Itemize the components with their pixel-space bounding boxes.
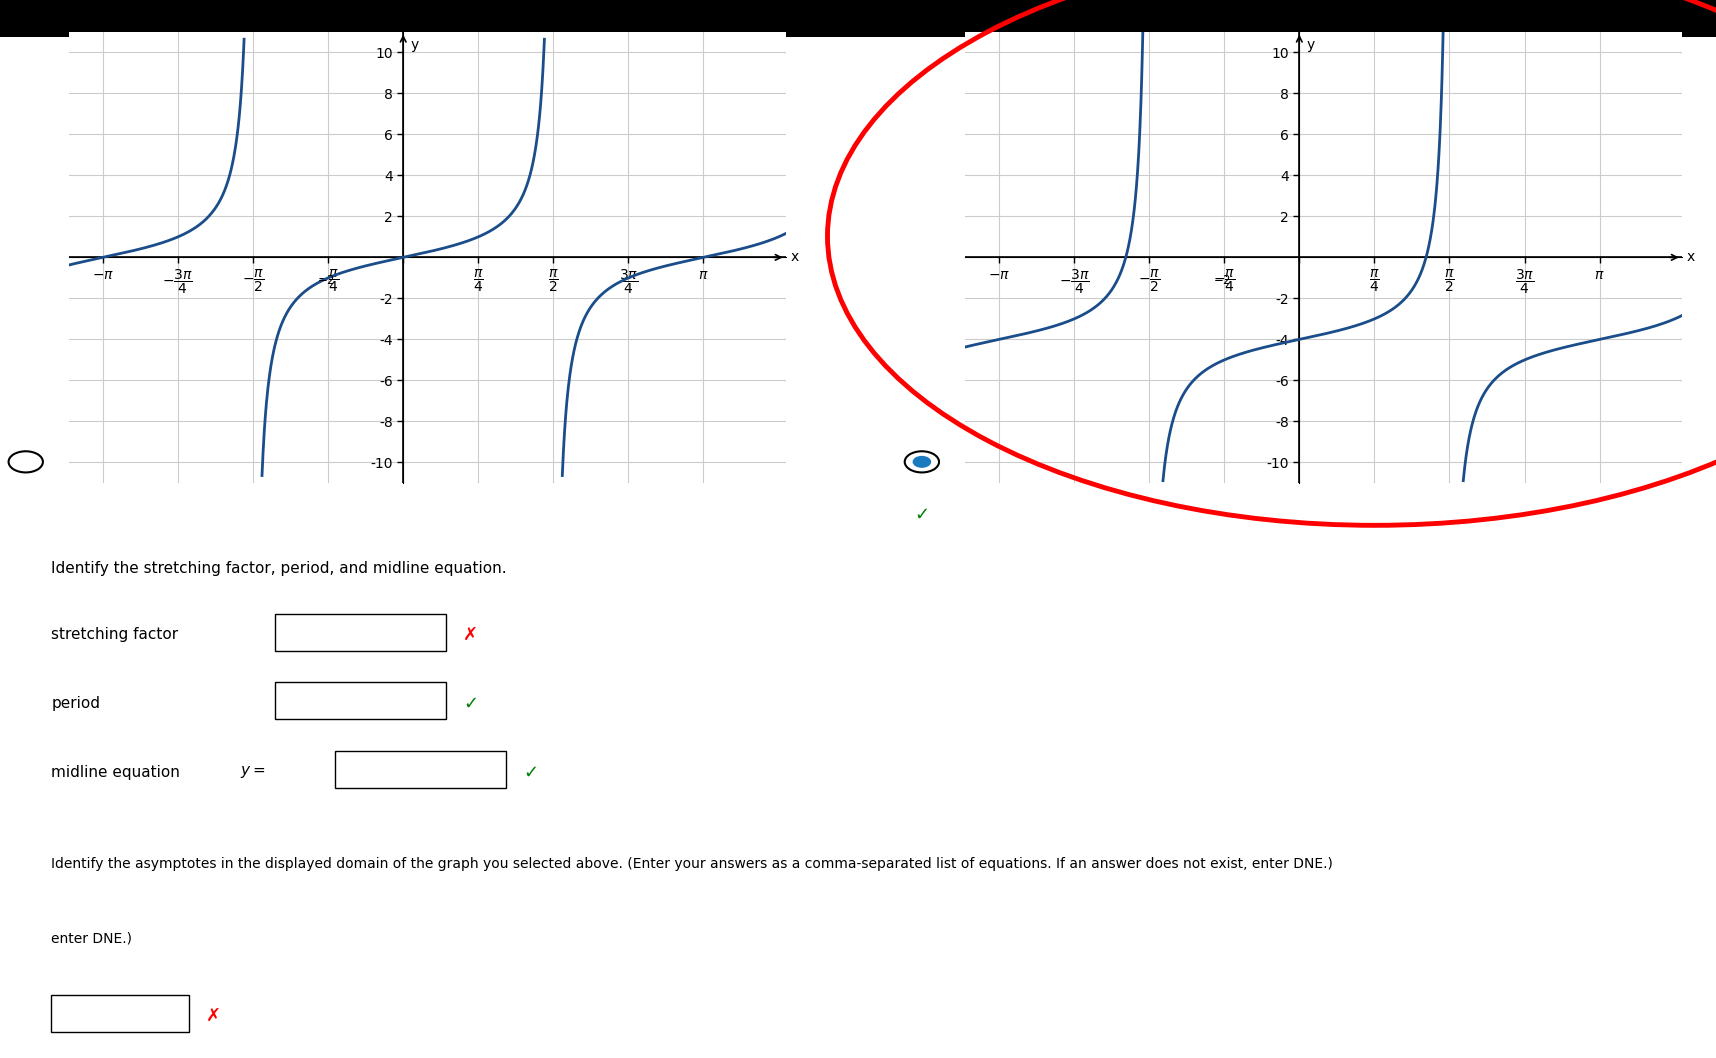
Text: $\pi$: $\pi$ xyxy=(309,694,321,713)
Text: x: x xyxy=(791,251,798,264)
Text: y: y xyxy=(1308,38,1314,52)
Text: $-2$: $-2$ xyxy=(317,274,335,287)
Text: Identify the stretching factor, period, and midline equation.: Identify the stretching factor, period, … xyxy=(51,561,508,576)
Text: ✓: ✓ xyxy=(915,506,930,524)
Text: stretching factor: stretching factor xyxy=(51,627,178,642)
Text: ✗: ✗ xyxy=(463,625,479,644)
Text: $-2$: $-2$ xyxy=(1213,274,1232,287)
Text: $-4$: $-4$ xyxy=(369,763,395,782)
Text: ✓: ✓ xyxy=(463,694,479,713)
Text: ✗: ✗ xyxy=(206,1006,221,1025)
Text: period: period xyxy=(51,696,101,711)
Text: enter DNE.): enter DNE.) xyxy=(51,931,132,945)
Text: ✓: ✓ xyxy=(523,763,539,782)
Text: midline equation: midline equation xyxy=(51,765,180,780)
Text: y: y xyxy=(410,38,419,52)
Text: x: x xyxy=(1687,251,1695,264)
Text: $y =$: $y =$ xyxy=(240,764,266,781)
Text: Identify the asymptotes in the displayed domain of the graph you selected above.: Identify the asymptotes in the displayed… xyxy=(51,857,1333,871)
